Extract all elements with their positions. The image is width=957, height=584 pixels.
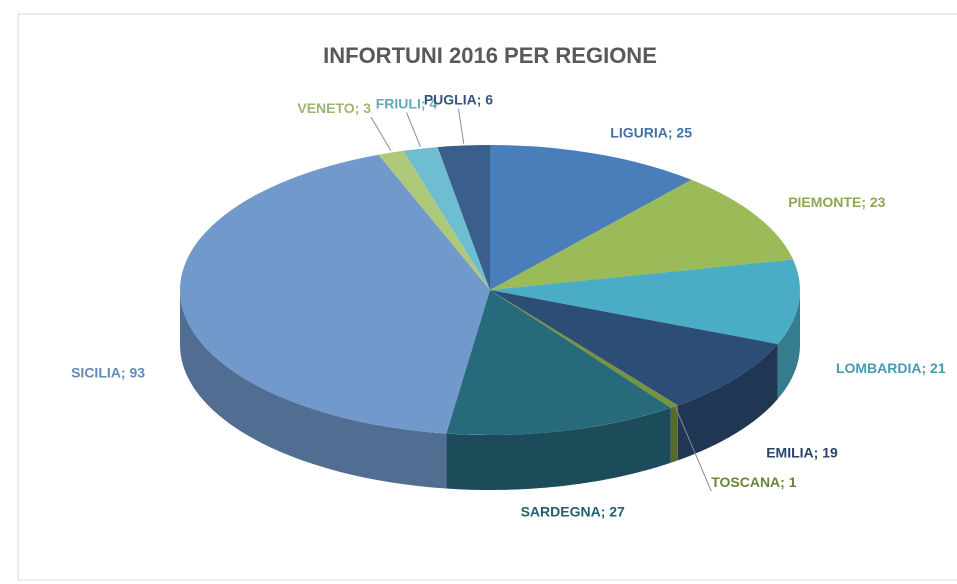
slice (490, 290, 678, 408)
data-label: SARDEGNA; 27 (521, 503, 625, 519)
label-category: SICILIA (71, 364, 121, 380)
label-value: 93 (129, 364, 145, 380)
label-value: 27 (609, 503, 625, 519)
label-category: TOSCANA (711, 474, 780, 490)
label-separator: ; (121, 364, 130, 380)
slice (403, 147, 490, 290)
slice (378, 150, 490, 290)
data-label: LIGURIA; 25 (610, 124, 692, 140)
label-separator: ; (861, 194, 870, 210)
slice (490, 290, 778, 406)
label-category: EMILIA (766, 444, 813, 460)
leader-line (673, 404, 712, 492)
slice-side (446, 407, 671, 490)
label-separator: ; (780, 474, 789, 490)
data-label: TOSCANA; 1 (711, 474, 797, 490)
slice-side (670, 405, 678, 463)
data-label: VENETO; 3 (297, 100, 371, 116)
leader-line (406, 112, 421, 147)
label-category: SARDEGNA (521, 503, 601, 519)
label-category: PIEMONTE (788, 194, 861, 210)
label-value: 6 (485, 91, 493, 107)
data-label: EMILIA; 19 (766, 444, 838, 460)
label-category: PUGLIA (424, 91, 477, 107)
label-value: 19 (822, 444, 838, 460)
data-label: PIEMONTE; 23 (788, 194, 885, 210)
label-category: VENETO (297, 100, 354, 116)
label-separator: ; (477, 91, 486, 107)
slice (180, 154, 490, 434)
label-value: 1 (789, 474, 797, 490)
label-category: LOMBARDIA (836, 359, 922, 375)
data-label: LOMBARDIA; 21 (836, 359, 946, 375)
slice (490, 179, 794, 290)
label-value: 3 (363, 100, 371, 116)
label-value: 25 (676, 124, 692, 140)
data-label: FRIULI; 4 (376, 95, 438, 111)
leader-line (457, 108, 465, 144)
slice-side (180, 290, 447, 489)
data-label: PUGLIA; 6 (424, 91, 493, 107)
label-separator: ; (921, 359, 930, 375)
label-value: 21 (930, 359, 946, 375)
label-separator: ; (668, 124, 677, 140)
label-separator: ; (814, 444, 823, 460)
leader-line (370, 116, 392, 151)
data-label: SICILIA; 93 (71, 364, 145, 380)
slice (490, 259, 800, 345)
label-value: 4 (429, 95, 437, 111)
label-category: FRIULI (376, 95, 421, 111)
slice (446, 290, 671, 435)
slice (437, 145, 490, 290)
label-separator: ; (355, 100, 364, 116)
slice-side (777, 290, 800, 400)
slice (490, 145, 692, 290)
label-category: LIGURIA (610, 124, 668, 140)
label-value: 23 (870, 194, 886, 210)
slice-side (677, 344, 778, 461)
label-separator: ; (421, 95, 430, 111)
label-separator: ; (601, 503, 610, 519)
chart-title: INFORTUNI 2016 PER REGIONE (323, 43, 657, 68)
